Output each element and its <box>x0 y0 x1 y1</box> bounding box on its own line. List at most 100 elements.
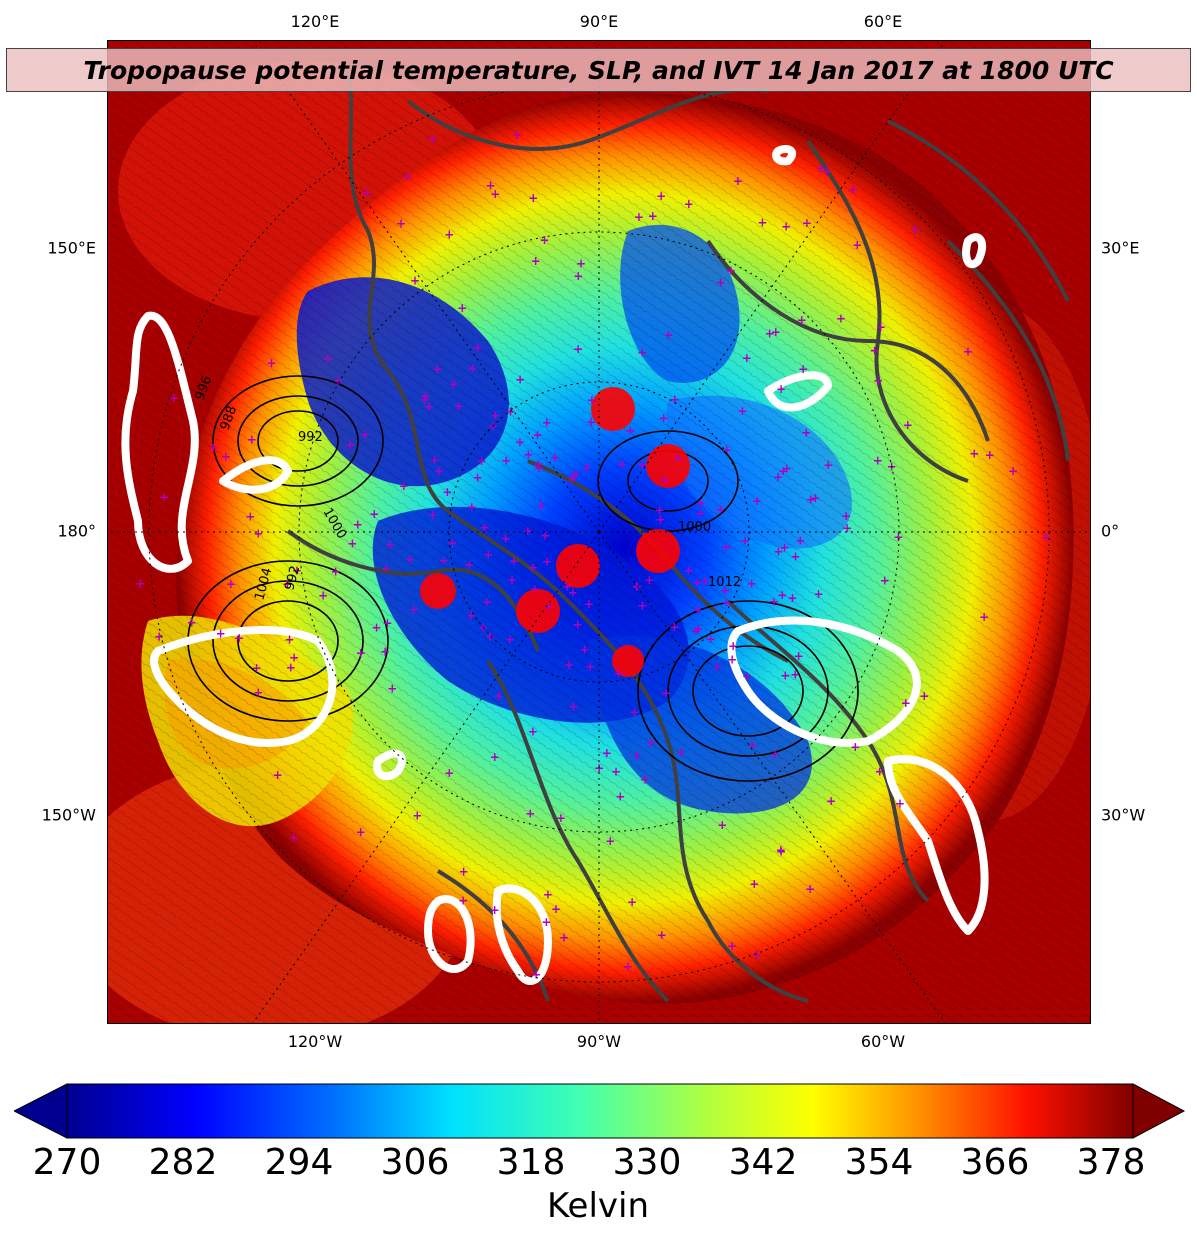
station-marker: + <box>353 518 363 532</box>
station-marker: + <box>485 630 495 644</box>
station-marker: + <box>691 624 701 638</box>
station-marker: + <box>253 526 263 540</box>
station-marker: + <box>788 591 798 605</box>
station-marker: + <box>409 603 419 617</box>
station-marker: + <box>289 650 299 664</box>
station-marker: + <box>562 580 572 594</box>
colorbar <box>14 1083 1186 1139</box>
station-marker: + <box>247 433 257 447</box>
station-marker: + <box>381 562 391 576</box>
station-marker: + <box>695 507 705 521</box>
station-marker: + <box>794 649 804 663</box>
lon-label-top: 60°E <box>863 12 903 31</box>
station-marker: + <box>696 496 706 510</box>
station-marker: + <box>567 472 577 486</box>
station-marker: + <box>632 579 642 593</box>
ivt-contours <box>121 145 989 985</box>
station-marker: + <box>733 174 743 188</box>
station-marker: + <box>769 594 779 608</box>
station-marker: + <box>464 558 474 572</box>
station-marker: + <box>543 888 553 902</box>
station-marker: + <box>873 454 883 468</box>
colorbar-tick: 366 <box>960 1142 1030 1183</box>
station-marker: + <box>347 537 357 551</box>
station-marker: + <box>477 454 487 468</box>
station-marker: + <box>773 470 783 484</box>
station-marker: + <box>632 748 642 762</box>
slp-label: 992 <box>298 430 323 445</box>
station-marker: + <box>573 342 583 356</box>
station-marker: + <box>380 644 390 658</box>
map-title: Tropopause potential temperature, SLP, a… <box>83 55 1114 85</box>
station-marker: + <box>747 738 757 752</box>
station-marker: + <box>396 217 406 231</box>
station-marker: + <box>323 351 333 365</box>
station-marker: + <box>721 595 731 609</box>
station-marker: + <box>740 534 750 548</box>
station-marker: + <box>646 735 656 749</box>
station-marker: + <box>752 948 762 962</box>
station-marker: + <box>253 686 263 700</box>
station-marker: + <box>550 451 560 465</box>
station-marker: + <box>721 540 731 554</box>
station-marker: + <box>221 450 231 464</box>
station-marker: + <box>501 454 511 468</box>
station-marker: + <box>669 620 679 634</box>
slp-label: 1012 <box>708 575 741 590</box>
station-marker: + <box>780 541 790 555</box>
station-marker: + <box>468 361 478 375</box>
station-marker: + <box>605 834 615 848</box>
station-marker: + <box>810 491 820 505</box>
station-marker: + <box>963 345 973 359</box>
station-marker: + <box>640 772 650 786</box>
station-marker: + <box>836 312 846 326</box>
station-marker: + <box>776 844 786 858</box>
colorbar-tick: 342 <box>728 1142 798 1183</box>
lon-label-bottom: 90°W <box>576 1032 622 1051</box>
station-marker: + <box>795 534 805 548</box>
station-marker: + <box>533 457 543 471</box>
lon-label-right: 0° <box>1101 521 1120 541</box>
station-marker: + <box>483 548 493 562</box>
station-marker: + <box>541 915 551 929</box>
station-marker: + <box>728 639 738 653</box>
station-marker: + <box>551 902 561 916</box>
station-marker: + <box>841 509 851 523</box>
station-marker: + <box>873 373 883 387</box>
station-marker: + <box>660 473 670 487</box>
station-marker: + <box>523 524 533 538</box>
station-marker: + <box>528 725 538 739</box>
station-marker: + <box>568 586 578 600</box>
station-marker: + <box>345 438 355 452</box>
slp-label: 992 <box>282 564 303 592</box>
station-marker: + <box>684 197 694 211</box>
station-marker: + <box>286 660 296 674</box>
station-marker: + <box>421 389 431 403</box>
station-marker: + <box>573 618 583 632</box>
station-marker: + <box>490 408 500 422</box>
station-marker: + <box>822 165 832 179</box>
station-marker: + <box>482 595 492 609</box>
station-marker: + <box>771 325 781 339</box>
slp-contours <box>187 375 859 782</box>
station-marker: + <box>757 215 767 229</box>
station-marker: + <box>727 653 737 667</box>
station-marker: + <box>507 573 517 587</box>
station-marker: + <box>747 576 757 590</box>
station-marker: + <box>564 658 574 672</box>
station-marker: + <box>369 507 379 521</box>
station-marker: + <box>252 661 262 675</box>
station-marker: + <box>505 633 515 647</box>
station-marker: + <box>515 435 525 449</box>
station-marker: + <box>273 768 283 782</box>
station-marker: + <box>790 668 800 682</box>
station-marker: + <box>544 600 554 614</box>
lon-label-bottom: 60°W <box>860 1032 906 1051</box>
lon-label-left: 150°E <box>47 238 96 258</box>
station-marker: + <box>540 529 550 543</box>
station-marker: + <box>634 210 644 224</box>
colorbar-tick: 282 <box>148 1142 218 1183</box>
station-marker: + <box>448 536 458 550</box>
lon-label-right: 30°E <box>1101 238 1140 258</box>
station-marker: + <box>159 490 169 504</box>
